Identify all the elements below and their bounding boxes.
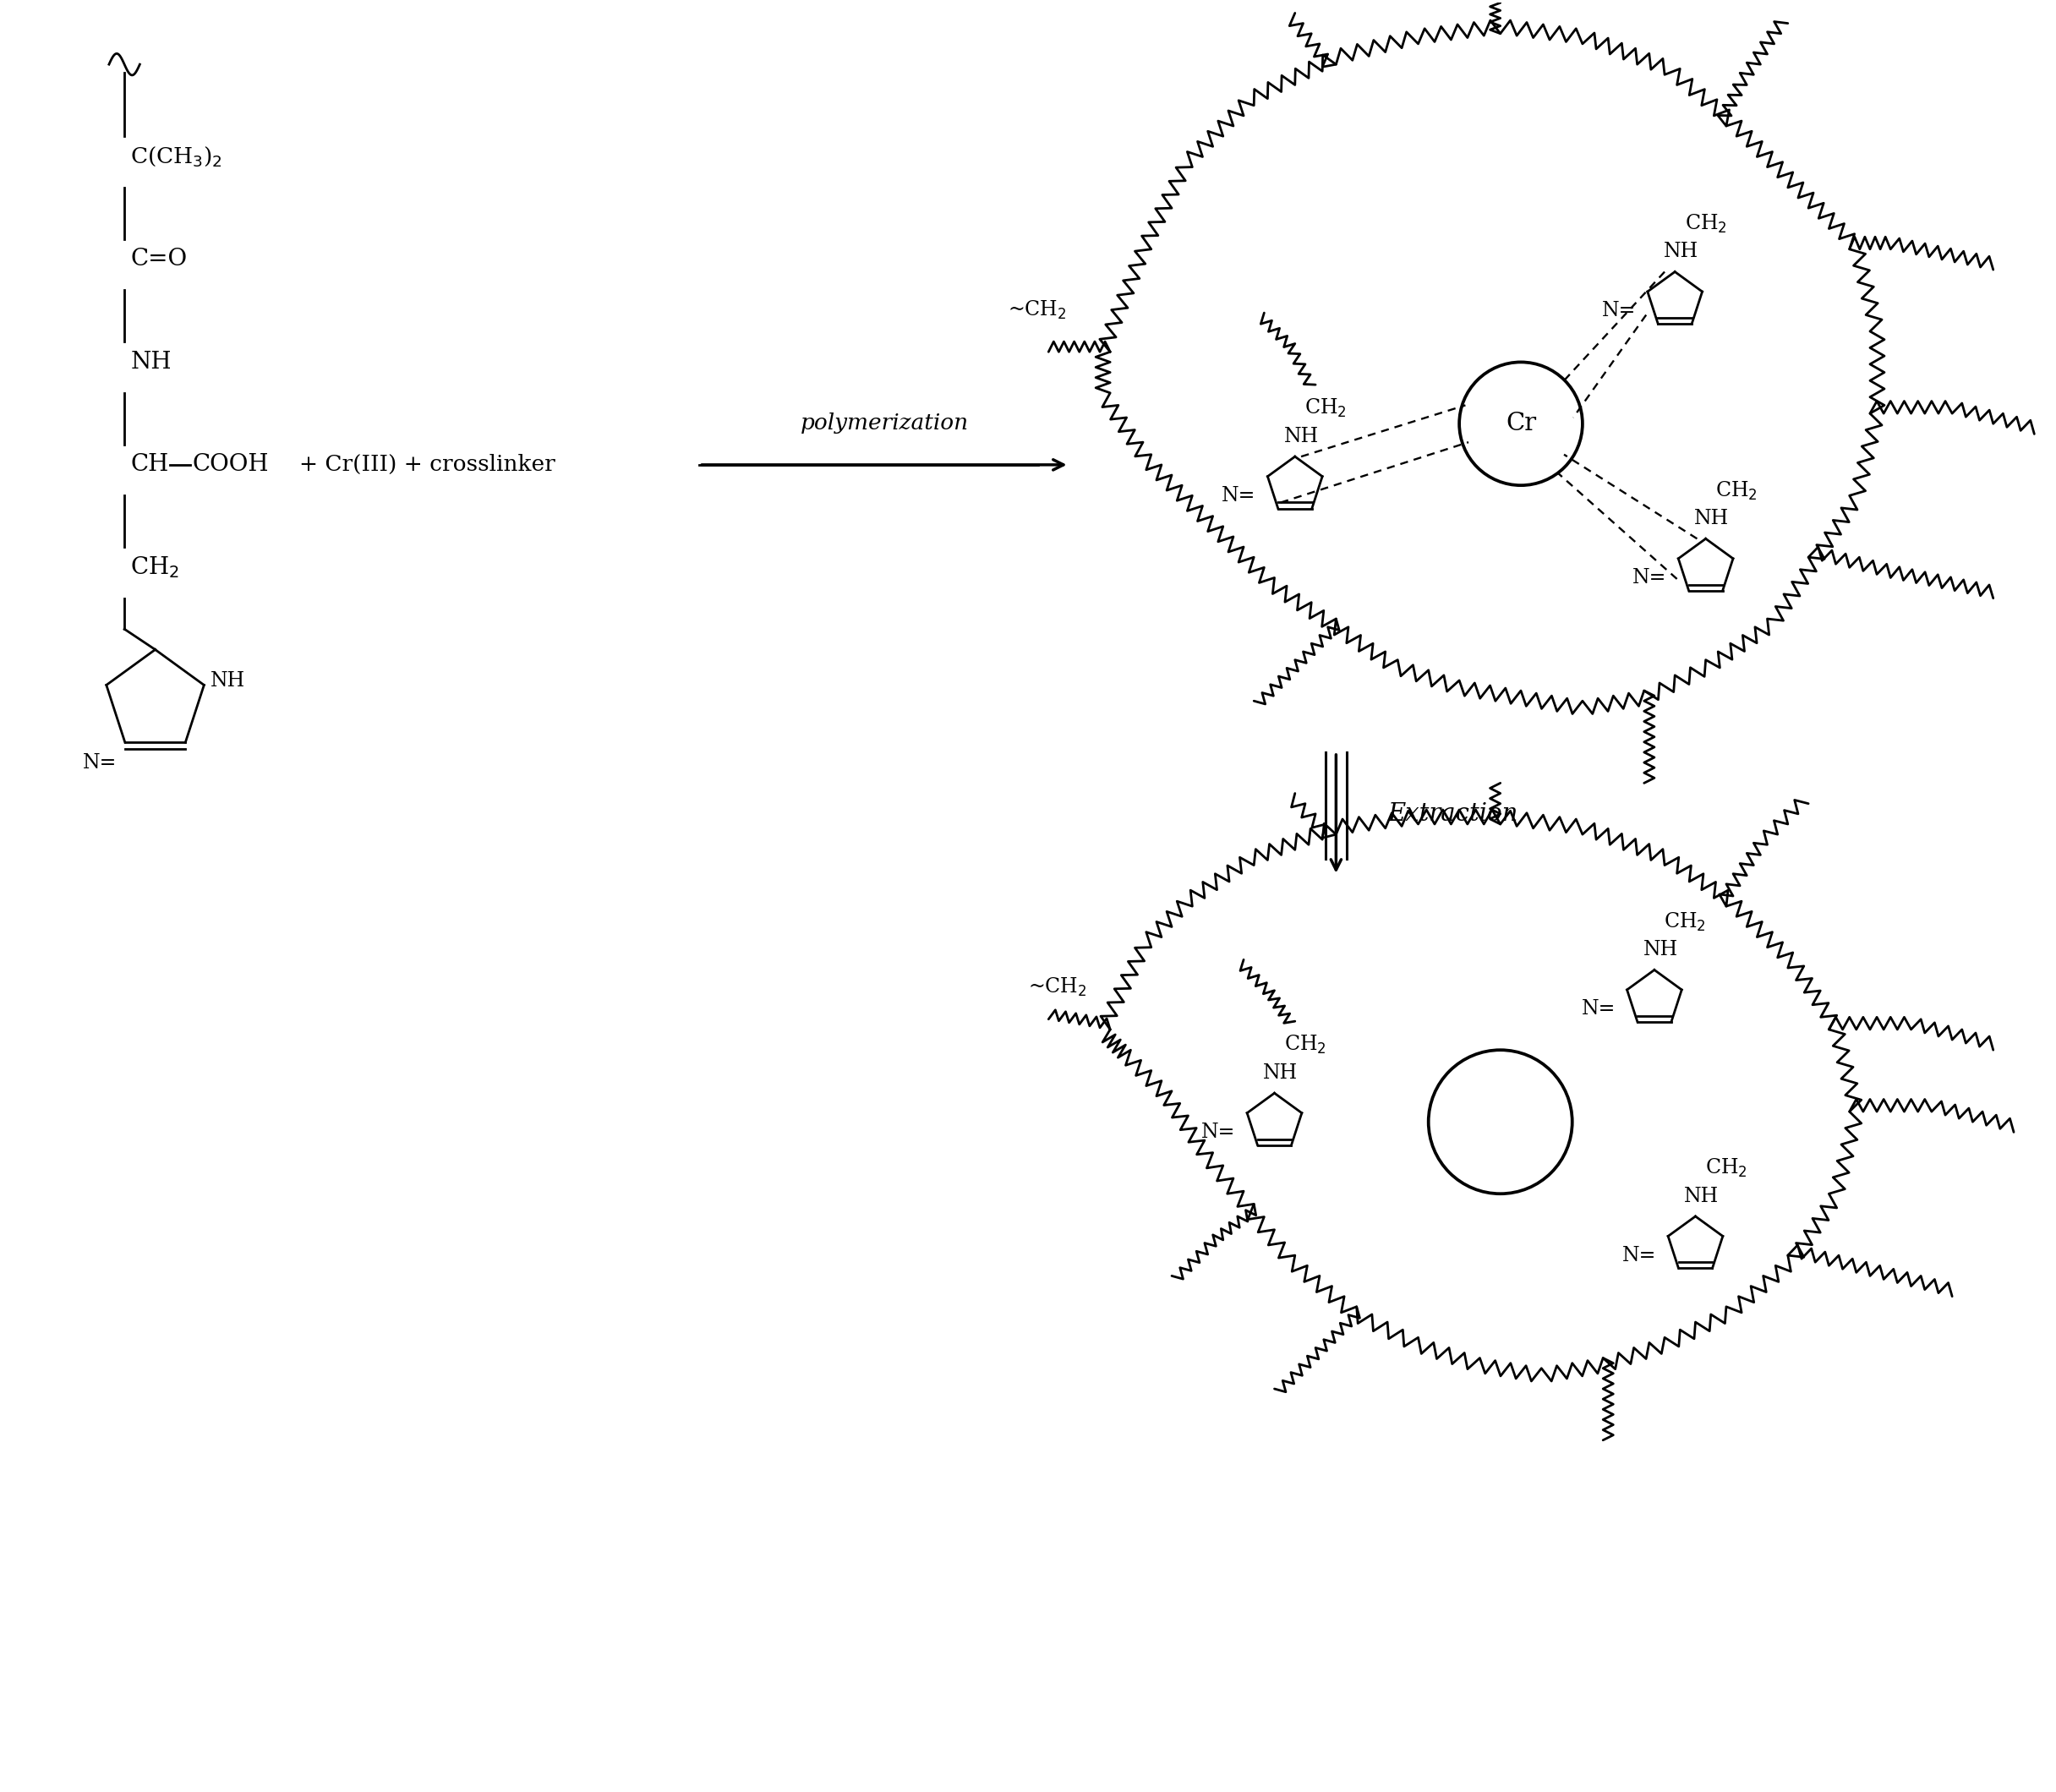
Text: NH: NH (1283, 426, 1318, 446)
Text: CH$_2$: CH$_2$ (130, 556, 179, 581)
Text: N=: N= (1622, 1245, 1657, 1265)
Text: NH: NH (1694, 509, 1729, 529)
Text: N=: N= (1201, 1122, 1236, 1142)
Text: N=: N= (1221, 486, 1256, 505)
Text: + Cr(III) + crosslinker: + Cr(III) + crosslinker (298, 453, 555, 475)
Text: NH: NH (130, 351, 171, 373)
Text: CH$_2$: CH$_2$ (1285, 1034, 1326, 1055)
Text: ~CH$_2$: ~CH$_2$ (1007, 299, 1067, 321)
Text: NH: NH (1262, 1063, 1297, 1082)
Text: polymerization: polymerization (800, 412, 968, 434)
Text: N=: N= (1632, 568, 1667, 588)
Text: CH$_2$: CH$_2$ (1684, 213, 1727, 235)
Text: NH: NH (210, 672, 245, 690)
Text: COOH: COOH (191, 453, 269, 477)
Text: N=: N= (1581, 1000, 1616, 1018)
Text: N=: N= (1602, 301, 1637, 321)
Text: CH$_2$: CH$_2$ (1704, 1158, 1748, 1179)
Text: C(CH$_3$)$_2$: C(CH$_3$)$_2$ (130, 145, 222, 168)
Text: NH: NH (1663, 242, 1698, 262)
Text: ~CH$_2$: ~CH$_2$ (1028, 977, 1088, 998)
Text: CH$_2$: CH$_2$ (1306, 398, 1347, 419)
Text: Extraction: Extraction (1388, 803, 1517, 826)
Text: CH: CH (130, 453, 169, 477)
Text: N=: N= (82, 753, 117, 772)
Text: CH$_2$: CH$_2$ (1663, 910, 1706, 934)
Text: NH: NH (1684, 1186, 1719, 1206)
Text: CH$_2$: CH$_2$ (1715, 480, 1758, 502)
Text: NH: NH (1643, 941, 1678, 961)
Text: Cr: Cr (1505, 412, 1536, 435)
Text: C=O: C=O (130, 247, 187, 271)
